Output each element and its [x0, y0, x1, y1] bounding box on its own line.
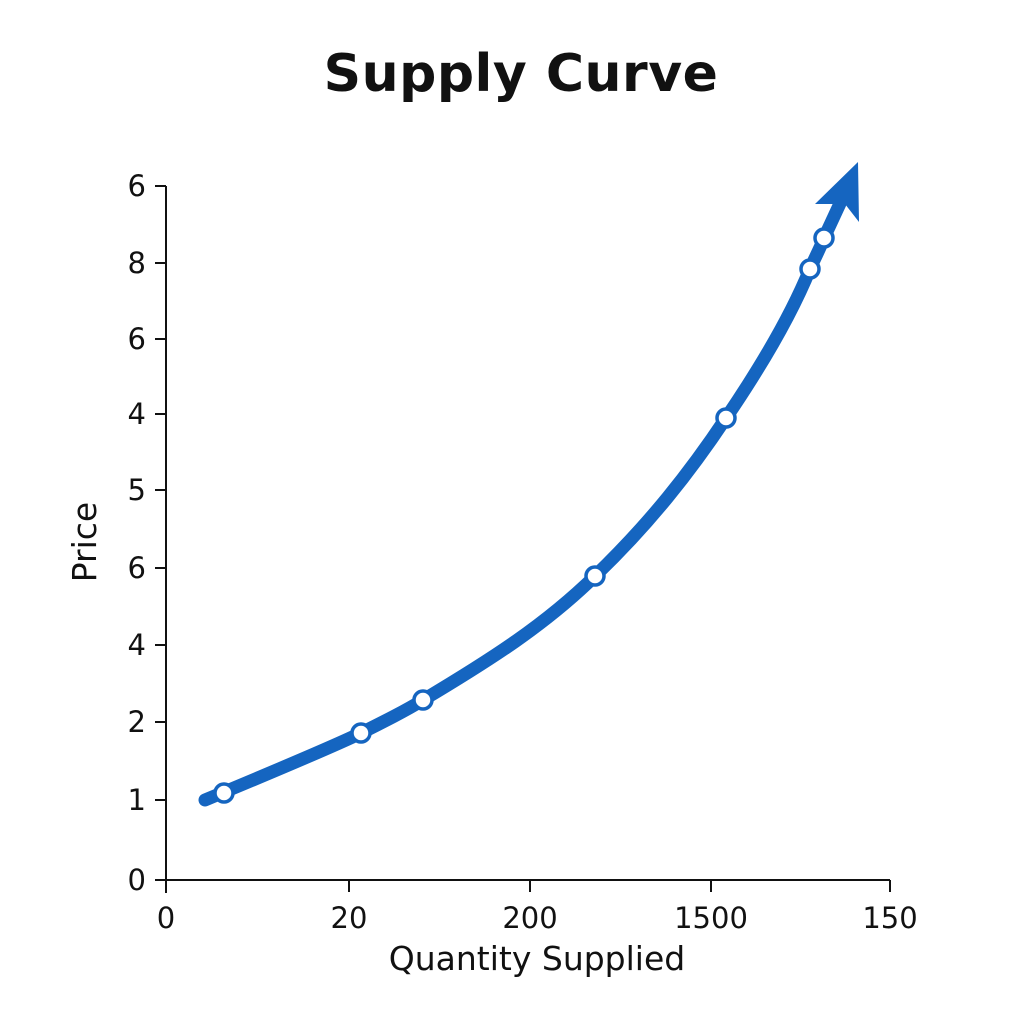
data-point: [213, 782, 235, 804]
x-tick-label: 0: [157, 901, 175, 935]
data-point: [584, 565, 606, 587]
y-tick-label: 6: [128, 551, 146, 585]
supply-series: [198, 162, 859, 807]
y-tick-label: 6: [128, 322, 146, 356]
y-tick-label: 8: [128, 246, 146, 280]
y-tick-label: 1: [128, 783, 146, 817]
x-axis: [155, 879, 891, 892]
data-point: [799, 258, 821, 280]
data-point: [715, 407, 737, 429]
y-tick-label: 4: [128, 628, 146, 662]
x-tick-label: 20: [331, 901, 368, 935]
chart-title: Supply Curve: [323, 44, 719, 104]
y-axis: [155, 185, 167, 893]
y-tick-label: 5: [128, 473, 146, 507]
data-point: [412, 689, 434, 711]
arrowhead-icon: [815, 162, 859, 222]
y-tick-label: 0: [128, 863, 146, 897]
x-tick-labels: 0 20 200 1500 150: [157, 901, 918, 935]
x-axis-label: Quantity Supplied: [389, 939, 685, 978]
x-tick-label: 200: [502, 901, 557, 935]
y-tick-label: 4: [128, 397, 146, 431]
y-axis-label: Price: [65, 502, 104, 583]
x-tick-label: 1500: [674, 901, 748, 935]
supply-curve-line: [198, 227, 833, 807]
x-tick-label: 150: [862, 901, 917, 935]
y-tick-label: 6: [128, 169, 146, 203]
data-point: [813, 227, 835, 249]
data-point: [350, 722, 372, 744]
y-tick-label: 2: [128, 705, 146, 739]
y-tick-labels: 6 8 6 4 5 6 4 2 1 0: [128, 169, 146, 897]
